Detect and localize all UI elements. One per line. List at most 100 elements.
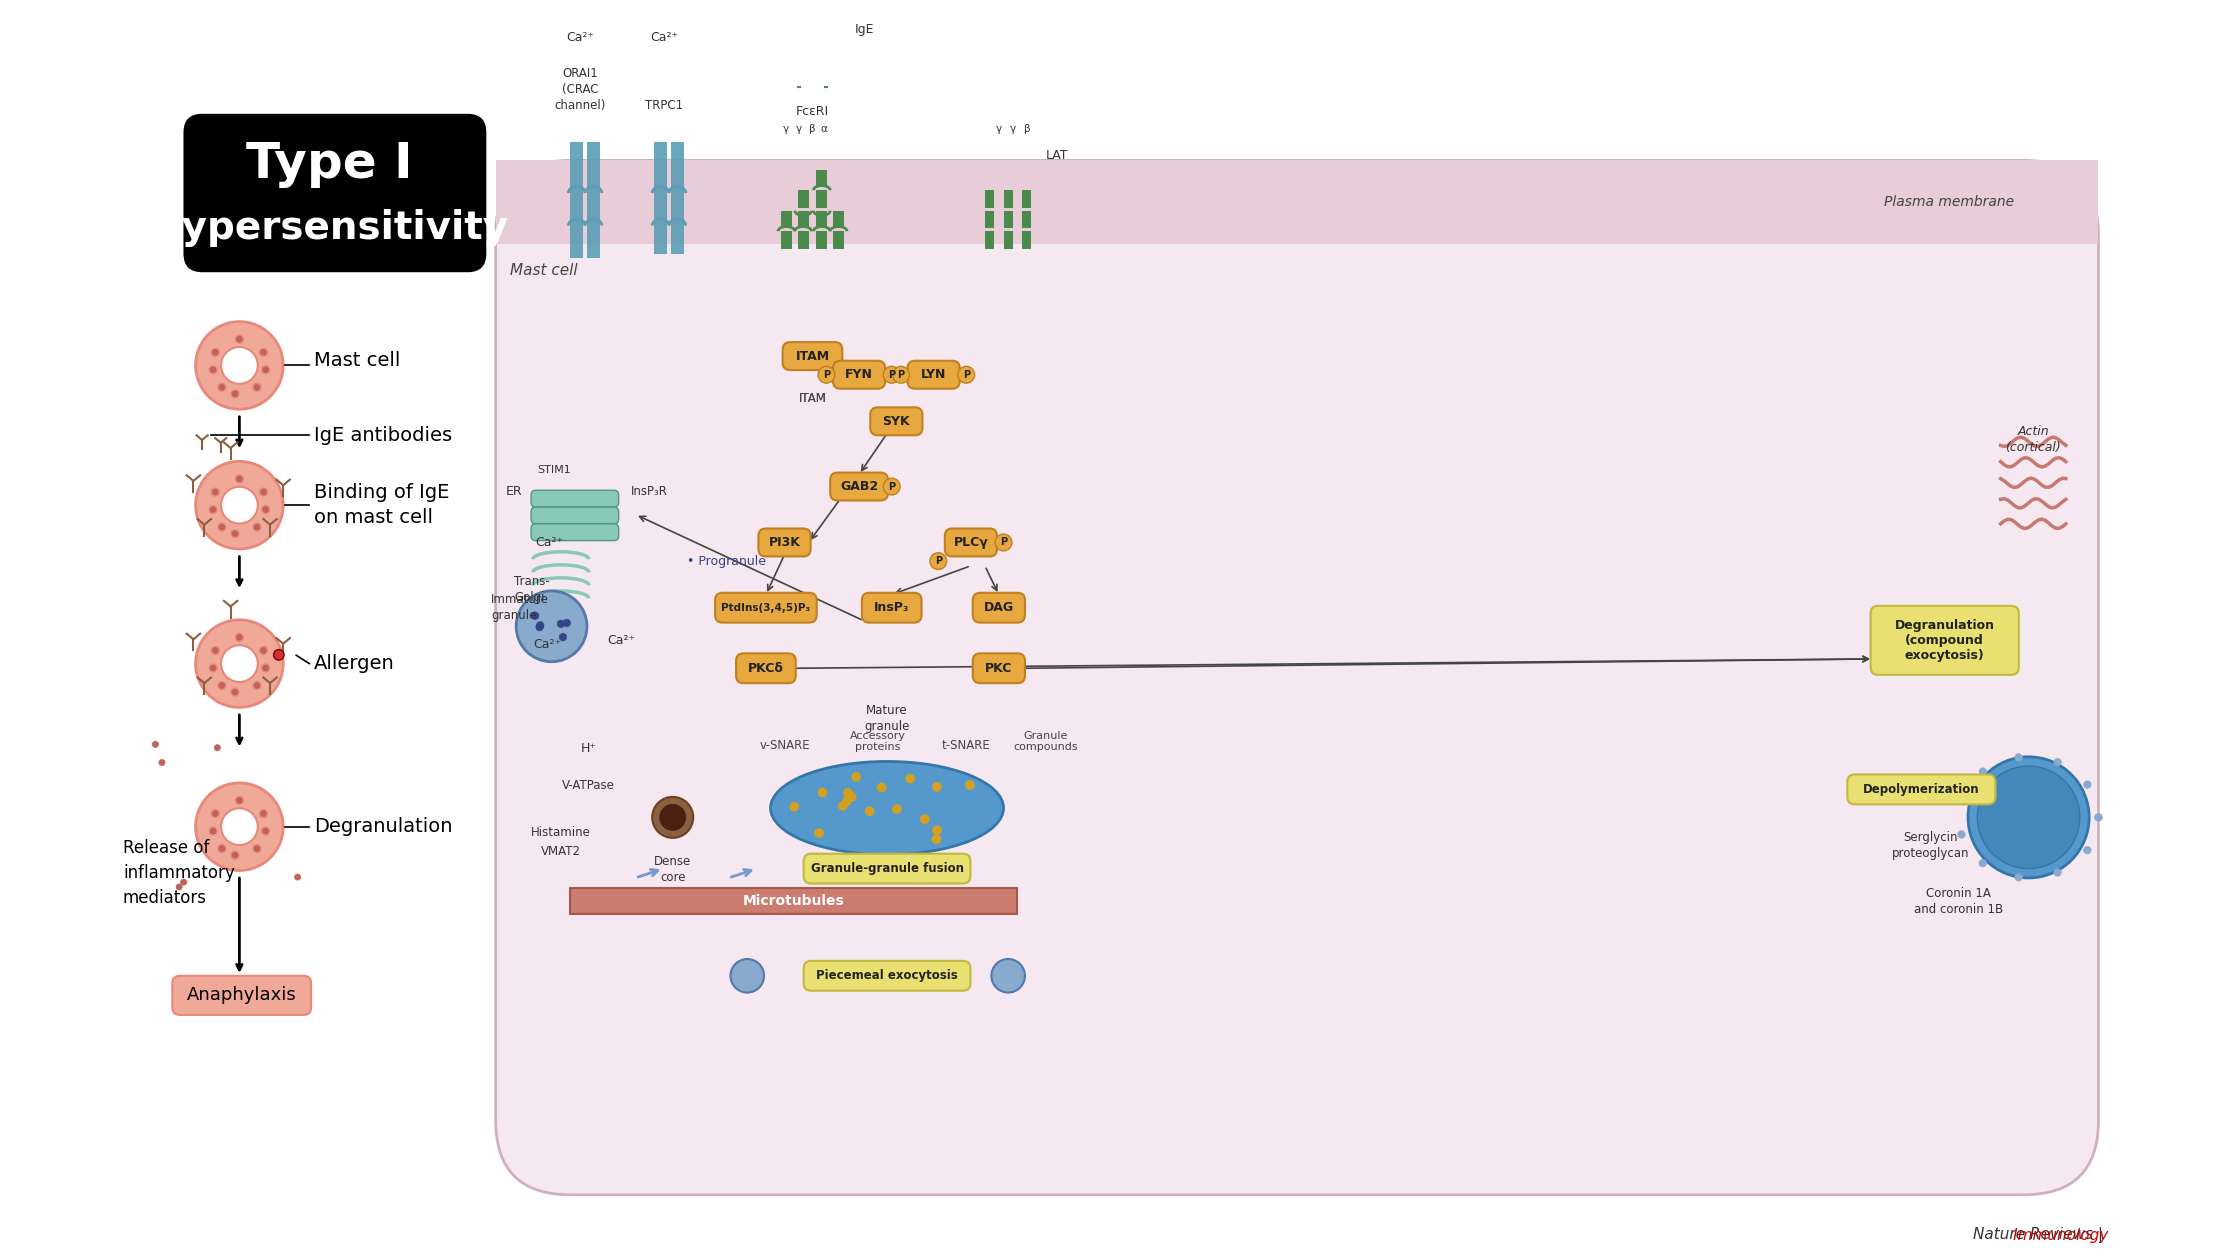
Text: • Progranule: • Progranule [688, 554, 766, 567]
FancyBboxPatch shape [737, 654, 795, 683]
Text: Microtubules: Microtubules [744, 895, 844, 908]
Ellipse shape [771, 761, 1004, 854]
Bar [1004, 190, 1012, 208]
Text: Nature Reviews |: Nature Reviews | [1973, 1227, 2108, 1244]
Circle shape [932, 782, 941, 791]
Text: γ: γ [784, 125, 788, 135]
Circle shape [260, 646, 267, 654]
Circle shape [730, 959, 764, 993]
Circle shape [531, 612, 540, 620]
Circle shape [235, 335, 244, 343]
Circle shape [865, 806, 874, 816]
FancyBboxPatch shape [833, 360, 885, 388]
Bar [1004, 210, 1012, 228]
Text: Piecemeal exocytosis: Piecemeal exocytosis [815, 969, 959, 983]
Bar [1021, 232, 1030, 249]
Bar [833, 232, 844, 249]
Circle shape [1958, 830, 1964, 838]
Text: Immunology: Immunology [1900, 1228, 2108, 1244]
Text: P: P [898, 369, 905, 379]
Circle shape [217, 523, 226, 530]
Text: Dense
core: Dense core [654, 854, 692, 883]
Circle shape [883, 367, 900, 383]
Text: Immature
granule: Immature granule [491, 593, 549, 622]
Circle shape [260, 348, 267, 357]
Circle shape [932, 834, 941, 844]
Circle shape [235, 634, 244, 641]
Bar [587, 142, 600, 258]
Bar [495, 160, 2099, 244]
FancyBboxPatch shape [907, 360, 959, 388]
Circle shape [995, 534, 1012, 551]
Text: H⁺: H⁺ [580, 742, 596, 755]
Text: Ca²⁺: Ca²⁺ [533, 639, 560, 651]
FancyBboxPatch shape [782, 343, 842, 370]
FancyBboxPatch shape [531, 524, 618, 541]
Text: InsP₃R: InsP₃R [632, 485, 668, 498]
Circle shape [177, 883, 181, 890]
Circle shape [195, 321, 282, 410]
Text: IgE: IgE [853, 24, 874, 37]
Text: SYK: SYK [883, 415, 909, 428]
Circle shape [2083, 847, 2092, 854]
Text: Coronin 1A
and coronin 1B: Coronin 1A and coronin 1B [1915, 887, 2003, 916]
Text: Trans-
Golgi: Trans- Golgi [515, 575, 551, 604]
Bar [986, 232, 995, 249]
Text: FYN: FYN [844, 368, 874, 382]
Circle shape [208, 365, 217, 374]
Circle shape [235, 475, 244, 483]
Circle shape [217, 383, 226, 392]
Text: t-SNARE: t-SNARE [941, 740, 990, 752]
Circle shape [296, 874, 300, 881]
Circle shape [273, 650, 284, 660]
Text: P: P [822, 369, 831, 379]
Text: InsP₃: InsP₃ [874, 601, 909, 614]
FancyBboxPatch shape [871, 407, 923, 435]
Circle shape [2054, 759, 2061, 766]
Circle shape [515, 591, 587, 662]
Circle shape [262, 664, 269, 672]
Circle shape [2016, 873, 2023, 881]
Circle shape [159, 760, 166, 766]
Bar [833, 210, 844, 228]
Text: Ca²⁺: Ca²⁺ [650, 32, 679, 44]
Circle shape [262, 827, 269, 835]
Bar [986, 210, 995, 228]
Bar [797, 210, 809, 228]
Circle shape [851, 772, 860, 781]
Circle shape [262, 505, 269, 514]
Bar [782, 232, 793, 249]
Circle shape [659, 804, 685, 830]
FancyBboxPatch shape [172, 975, 311, 1014]
FancyBboxPatch shape [945, 528, 997, 557]
Text: Binding of IgE
on mast cell: Binding of IgE on mast cell [314, 483, 450, 527]
Circle shape [932, 825, 941, 835]
Circle shape [253, 844, 260, 853]
Text: P: P [963, 369, 970, 379]
Bar [654, 142, 668, 253]
Text: PKCδ: PKCδ [748, 662, 784, 675]
Text: ORAI1
(CRAC
channel): ORAI1 (CRAC channel) [556, 67, 607, 112]
Bar [477, 132, 2117, 1222]
Text: LAT: LAT [1046, 149, 1068, 163]
Circle shape [195, 461, 282, 549]
Circle shape [231, 852, 240, 859]
Circle shape [231, 529, 240, 538]
Text: PLCγ: PLCγ [954, 536, 988, 549]
Circle shape [253, 383, 260, 392]
Circle shape [222, 808, 258, 845]
Bar [782, 210, 793, 228]
Text: Actin
(cortical): Actin (cortical) [2005, 426, 2061, 455]
Bar [797, 190, 809, 208]
Bar [815, 232, 827, 249]
Circle shape [217, 682, 226, 689]
Text: Plasma membrane: Plasma membrane [1884, 195, 2014, 209]
Circle shape [905, 774, 914, 784]
Circle shape [2083, 781, 2092, 789]
Circle shape [222, 346, 258, 384]
Bar [571, 142, 582, 258]
Circle shape [842, 789, 853, 798]
Circle shape [2094, 814, 2101, 822]
FancyBboxPatch shape [831, 472, 887, 500]
Circle shape [1980, 859, 1987, 867]
